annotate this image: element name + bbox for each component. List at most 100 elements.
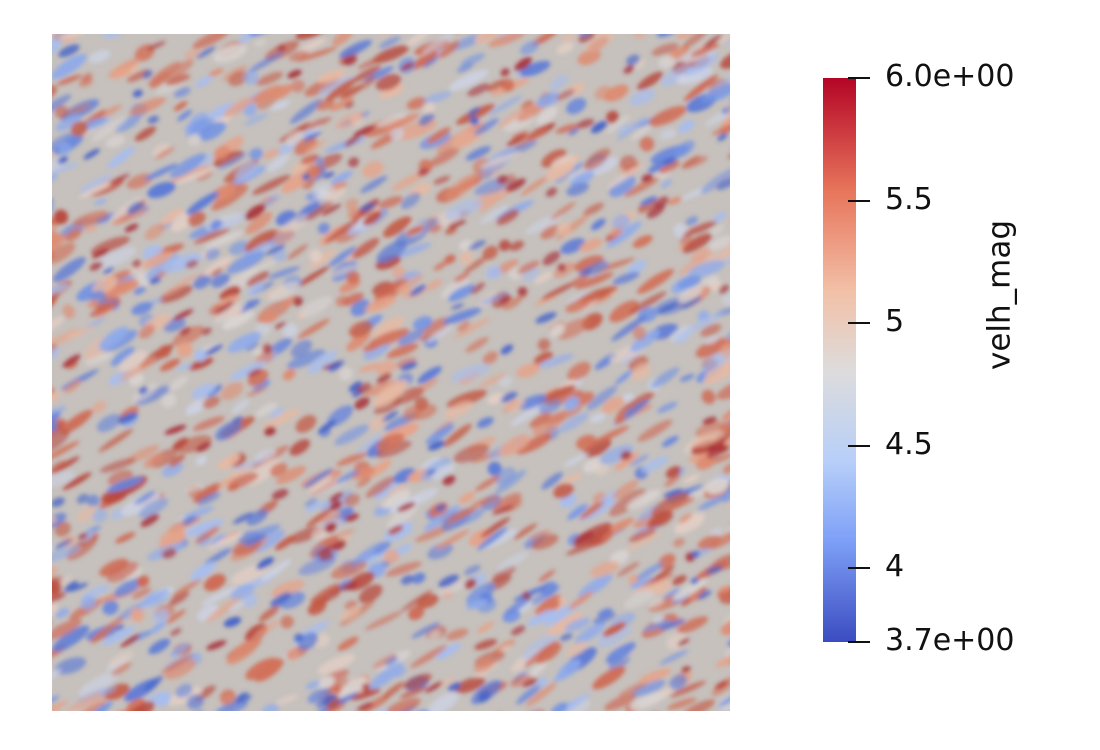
- colorbar-tick: [848, 567, 870, 570]
- field-blob: [616, 561, 640, 577]
- field-blob: [176, 342, 193, 358]
- field-blob: [660, 179, 673, 189]
- field-blob: [52, 471, 75, 488]
- field-blob: [217, 477, 234, 489]
- field-accent: [500, 344, 514, 355]
- field-blob: [704, 103, 730, 127]
- field-blob: [533, 271, 553, 285]
- field-blob: [337, 636, 359, 651]
- field-blob: [176, 167, 215, 184]
- field-accent: [256, 557, 275, 570]
- field-accent: [146, 40, 166, 51]
- field-accent: [447, 220, 467, 228]
- field-blob: [630, 329, 660, 352]
- field-accent: [718, 284, 730, 295]
- field-accent: [303, 130, 322, 142]
- field-blob: [182, 515, 197, 526]
- field-blob: [373, 396, 403, 415]
- field-blob: [629, 291, 667, 315]
- field-blob: [518, 394, 548, 410]
- field-blob: [351, 541, 385, 566]
- field-blob: [231, 399, 250, 414]
- field-blob: [629, 89, 656, 106]
- field-blob: [266, 154, 290, 172]
- field-blob: [678, 255, 709, 276]
- field-blob: [426, 324, 453, 344]
- field-blob: [203, 573, 226, 592]
- field-blob: [298, 296, 333, 318]
- field-accent: [400, 62, 414, 71]
- field-blob: [382, 216, 412, 238]
- field-blob: [203, 547, 233, 566]
- field-accent: [681, 666, 691, 673]
- field-blob: [567, 291, 593, 304]
- field-blob: [113, 577, 144, 597]
- field-blob: [567, 503, 588, 521]
- field-blob: [263, 148, 280, 159]
- field-blob: [160, 653, 194, 674]
- field-accent: [545, 187, 558, 197]
- field-blob: [334, 424, 370, 446]
- field-blob: [632, 235, 653, 248]
- field-blob: [679, 373, 695, 382]
- field-blob: [207, 102, 237, 121]
- field-blob: [554, 221, 572, 233]
- field-blob: [339, 39, 372, 58]
- field-blob: [422, 34, 454, 55]
- field-blob: [148, 638, 171, 655]
- field-blob: [597, 608, 613, 618]
- field-accent: [271, 489, 289, 500]
- field-blob: [440, 677, 456, 687]
- field-accent: [103, 266, 114, 274]
- field-blob: [606, 110, 619, 123]
- field-blob: [317, 653, 356, 675]
- field-blob: [131, 587, 152, 599]
- field-blob: [169, 153, 207, 179]
- field-accent: [353, 125, 375, 137]
- field-blob: [683, 221, 717, 237]
- field-accent: [143, 675, 164, 691]
- field-blob: [608, 654, 631, 671]
- field-accent: [345, 513, 359, 522]
- field-blob: [92, 275, 118, 295]
- field-blob: [157, 345, 172, 358]
- field-blob: [474, 639, 498, 650]
- field-blob: [423, 102, 436, 114]
- field-blob: [560, 238, 586, 254]
- field-blob: [121, 492, 161, 517]
- field-blob: [659, 129, 677, 140]
- field-blob: [111, 662, 132, 676]
- field-accent: [464, 578, 477, 589]
- field-accent: [706, 565, 723, 575]
- field-accent: [132, 259, 142, 269]
- field-blob: [428, 630, 441, 641]
- field-blob: [720, 49, 730, 69]
- field-blob: [328, 246, 357, 267]
- field-accent: [316, 693, 336, 709]
- field-blob: [550, 324, 565, 338]
- field-blob: [273, 229, 295, 245]
- field-accent: [223, 616, 242, 628]
- field-blob: [410, 645, 447, 669]
- field-blob: [404, 488, 439, 507]
- field-blob: [70, 121, 88, 137]
- colorbar-tick: [848, 77, 870, 79]
- field-blob: [393, 667, 407, 678]
- field-blob: [590, 218, 606, 231]
- field-blob: [200, 586, 238, 606]
- field-blob: [144, 223, 166, 240]
- field-blob: [603, 84, 629, 102]
- field-blob: [697, 535, 721, 550]
- field-accent: [356, 702, 374, 711]
- field-blob: [91, 116, 127, 142]
- field-blob: [316, 99, 335, 111]
- field-blob: [346, 271, 360, 284]
- field-accent: [148, 276, 161, 285]
- field-blob: [106, 476, 144, 493]
- field-blob: [538, 569, 556, 583]
- field-blob: [488, 95, 523, 116]
- field-accent: [206, 640, 227, 651]
- field-accent: [657, 302, 679, 313]
- field-blob: [136, 575, 150, 588]
- field-blob: [176, 363, 193, 371]
